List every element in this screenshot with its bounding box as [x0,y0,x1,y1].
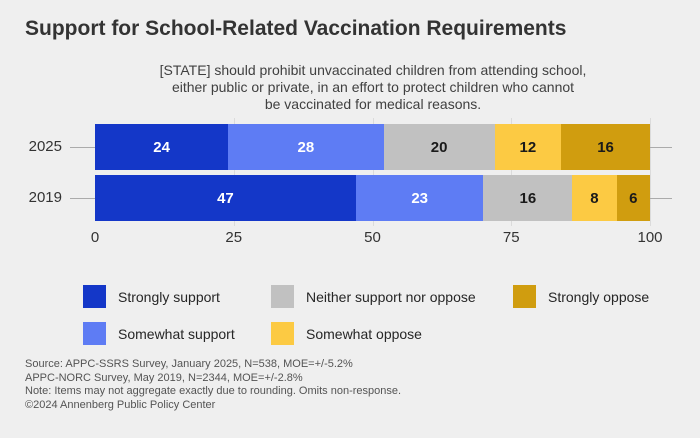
bar-value-label: 8 [590,189,599,207]
x-gridline [511,118,513,226]
x-axis-tick-label: 0 [90,229,100,246]
x-gridline [233,118,235,226]
y-axis-label: 2019 [28,189,62,206]
legend-label: Neither support nor oppose [306,288,476,305]
x-axis-tick-label: 50 [364,229,381,246]
subtitle-line: either public or private, in an effort t… [171,79,575,95]
neither-swatch [271,285,294,308]
footer-line: ©2024 Annenberg Public Policy Center [25,398,216,411]
strongly-oppose-swatch [513,285,536,308]
subtitle-line: be vaccinated for medical reasons. [264,96,482,112]
bar-row: 47 23 16 8 6 [95,175,650,221]
bar-row: 24 28 20 12 16 [95,124,650,170]
legend-item-strongly-oppose: Strongly oppose [513,285,649,308]
bar-value-label: 20 [430,138,448,156]
bar-segment: 20 [383,124,495,170]
footer-line: Source: APPC-SSRS Survey, January 2025, … [25,358,353,370]
bar-value-label: 28 [297,138,315,156]
footer-line: Note: Items may not aggregate exactly du… [25,385,402,397]
y-axis-label: 2025 [28,138,62,155]
source-note: Source: APPC-SSRS Survey, January 2025, … [25,358,401,412]
bar-segment: 12 [494,124,562,170]
bar-value-label: 47 [217,189,234,207]
bar-segment: 28 [228,124,384,170]
legend-label: Somewhat oppose [306,325,422,342]
bar-segment: 16 [483,175,573,221]
strongly-support-swatch [83,285,106,308]
somewhat-oppose-swatch [271,322,294,345]
x-axis-tick-label: 75 [502,229,520,246]
bar-segment: 47 [95,175,356,221]
bar-value-label: 24 [153,138,170,156]
bar-segment: 8 [572,175,617,221]
bar-value-label: 23 [411,189,428,207]
bar-segment: 16 [561,124,650,170]
bar-value-label: 16 [519,189,537,207]
bar-segment: 24 [95,124,229,170]
legend-item-neither: Neither support nor oppose [271,285,476,308]
x-axis-tick-label: 100 [637,229,663,246]
chart-subtitle: [STATE] should prohibit unvaccinated chi… [95,62,651,113]
bar-segment: 6 [616,175,650,221]
bar-value-label: 6 [629,189,638,207]
plot-area: 24 28 20 12 16 47 23 16 8 6 [70,118,672,226]
legend-item-somewhat-oppose: Somewhat oppose [271,322,422,345]
bar-value-label: 12 [519,138,537,156]
legend-item-strongly-support: Strongly support [83,285,220,308]
chart-title: Support for School-Related Vaccination R… [25,17,567,40]
legend-item-somewhat-support: Somewhat support [83,322,235,345]
x-gridline [650,118,651,226]
footer-line: APPC-NORC Survey, May 2019, N=2344, MOE=… [25,371,303,384]
x-axis-tick-label: 25 [225,229,243,246]
legend-label: Somewhat support [118,325,235,342]
legend-label: Strongly support [118,288,220,305]
legend-label: Strongly oppose [548,288,650,305]
somewhat-support-swatch [83,322,106,345]
bar-value-label: 16 [597,138,614,156]
subtitle-line: [STATE] should prohibit unvaccinated chi… [159,62,587,78]
bar-segment: 23 [355,175,484,221]
x-gridline [372,118,374,226]
